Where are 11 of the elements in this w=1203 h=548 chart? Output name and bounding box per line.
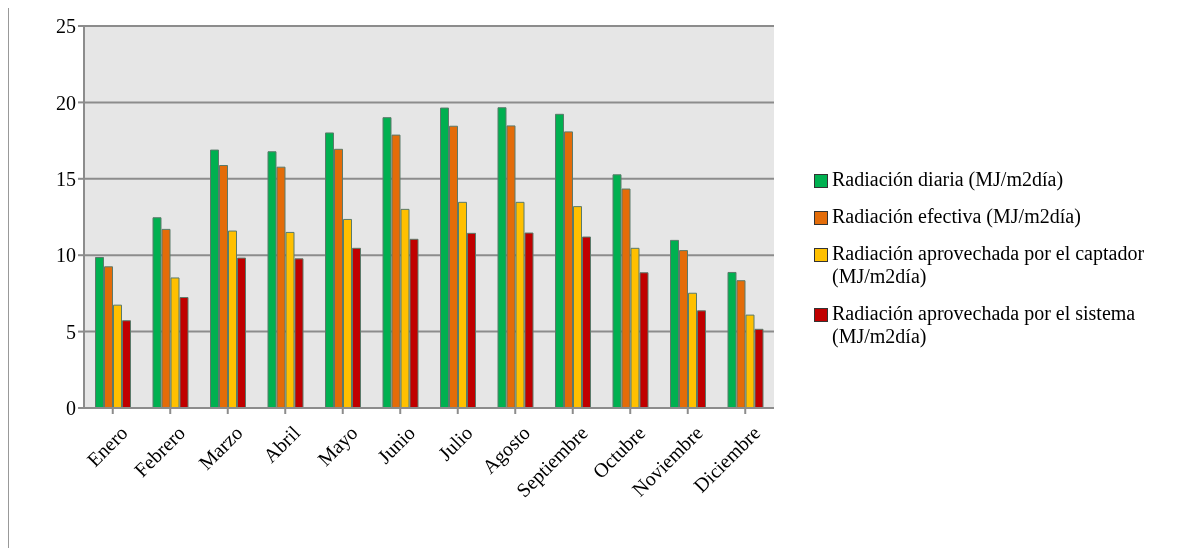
y-tick-label: 10 — [56, 244, 76, 267]
legend-label: Radiación aprovechada por el captador (MJ/m2día) — [832, 242, 1146, 288]
legend-label: Radiación efectiva (MJ/m2día) — [832, 205, 1081, 228]
y-tick-label: 20 — [56, 91, 76, 114]
y-tick-label: 5 — [66, 320, 76, 343]
legend-label: Radiación aprovechada por el sistema (MJ/m2día) — [832, 302, 1137, 348]
y-tick-label: 25 — [56, 15, 76, 38]
x-tick-label: Julio — [433, 421, 477, 465]
legend-label: Radiación diaria (MJ/m2día) — [832, 168, 1064, 191]
y-tick-label: 15 — [56, 167, 76, 190]
y-tick-label: 0 — [66, 397, 76, 420]
